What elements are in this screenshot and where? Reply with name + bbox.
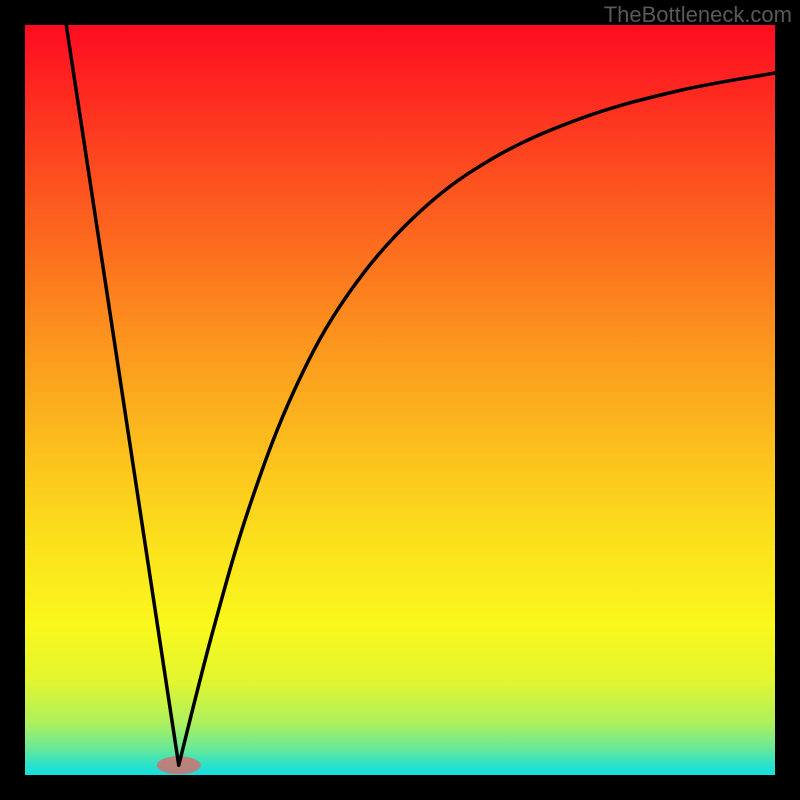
chart-svg xyxy=(25,25,775,775)
watermark-text: TheBottleneck.com xyxy=(604,2,792,28)
bottleneck-chart xyxy=(25,25,775,775)
gradient-background xyxy=(25,25,775,775)
